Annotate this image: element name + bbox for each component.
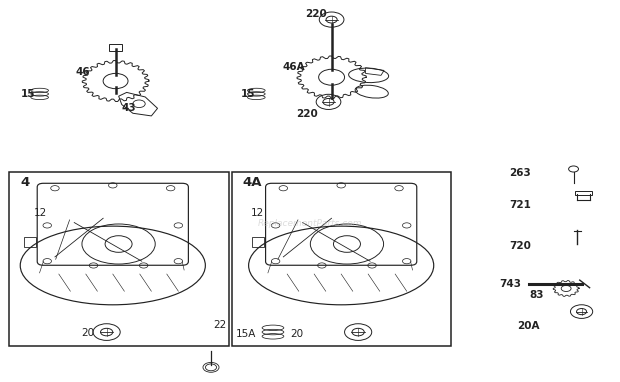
- Text: 263: 263: [510, 168, 531, 178]
- Text: 12: 12: [33, 208, 46, 218]
- Text: 46A: 46A: [283, 62, 306, 72]
- Text: 43: 43: [122, 104, 136, 113]
- Text: 4: 4: [20, 176, 30, 189]
- Text: 20A: 20A: [517, 321, 540, 332]
- Text: ReplacementParts.com: ReplacementParts.com: [258, 219, 362, 228]
- Bar: [232, 172, 451, 346]
- Text: 721: 721: [510, 200, 531, 210]
- Text: 83: 83: [529, 290, 544, 300]
- Text: 20: 20: [290, 329, 303, 339]
- Text: 15: 15: [21, 89, 35, 99]
- Text: 15: 15: [241, 89, 255, 99]
- Text: 12: 12: [250, 208, 264, 218]
- Text: 743: 743: [500, 279, 521, 289]
- Text: 15A: 15A: [236, 329, 256, 339]
- Text: 220: 220: [305, 8, 327, 19]
- Bar: [109, 44, 122, 51]
- Bar: [9, 172, 229, 346]
- Text: 20: 20: [82, 328, 95, 338]
- Text: 46: 46: [76, 67, 90, 77]
- Text: 220: 220: [296, 109, 318, 119]
- Text: 720: 720: [510, 241, 531, 251]
- Text: 22: 22: [214, 320, 227, 330]
- Text: 4A: 4A: [242, 176, 262, 189]
- Bar: [575, 191, 592, 195]
